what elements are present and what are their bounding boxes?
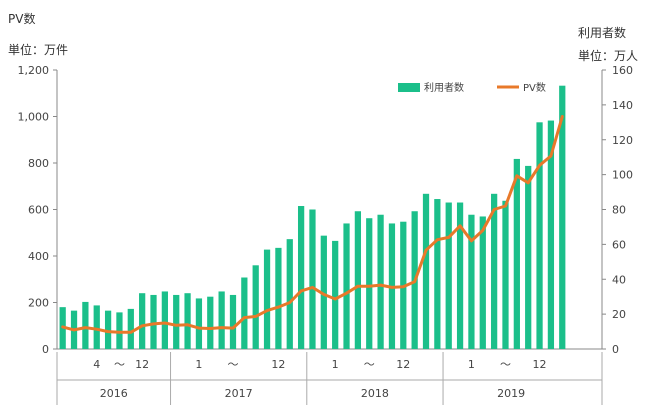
bar-2018-11	[445, 202, 452, 349]
x-tick-label: ～	[114, 358, 125, 371]
year-label-2019: 2019	[497, 387, 525, 400]
left-axis-title: PV数	[8, 12, 36, 26]
bar-2017-10	[297, 206, 305, 349]
bar-2018-05	[377, 214, 384, 349]
bar-2016-04	[93, 305, 100, 349]
right-tick-label: 120	[612, 134, 633, 147]
bar-2017-05	[241, 277, 248, 349]
legend-label-users: 利用者数	[424, 81, 464, 94]
bar-2016-08	[139, 293, 146, 349]
right-tick-label: 20	[612, 308, 626, 321]
bar-2017-12	[320, 235, 327, 349]
bar-2019-08	[547, 120, 555, 349]
left-tick-label: 1,200	[18, 64, 50, 77]
bar-2018-01	[332, 240, 339, 349]
bar-2018-03	[354, 211, 362, 349]
bar-2018-10	[434, 199, 441, 349]
bar-2017-03	[218, 291, 225, 349]
x-tick-label: 1	[195, 358, 202, 371]
bar-2017-09	[286, 239, 293, 349]
left-tick-label: 600	[28, 204, 49, 217]
left-tick-label: 400	[28, 250, 49, 263]
bar-2019-09	[559, 85, 566, 349]
bar-2018-02	[343, 223, 350, 349]
x-tick-label: ～	[227, 358, 238, 371]
x-tick-label: 12	[533, 358, 547, 371]
bar-2017-04	[229, 294, 237, 349]
bar-2018-09	[422, 193, 430, 349]
right-tick-label: 140	[612, 99, 633, 112]
bar-2016-11	[173, 294, 180, 349]
pv-line	[61, 115, 564, 334]
bar-2016-12	[184, 293, 191, 349]
left-tick-label: 1,000	[18, 111, 50, 124]
left-tick-label: 800	[28, 157, 49, 170]
right-axis-title: 利用者数	[578, 26, 627, 40]
right-tick-label: 0	[612, 343, 619, 356]
right-tick-label: 40	[612, 273, 626, 286]
bar-2017-06	[252, 265, 259, 349]
bar-2019-04	[502, 200, 509, 349]
left-tick-label: 0	[42, 343, 49, 356]
x-tick-label: 1	[332, 358, 339, 371]
bar-2017-11	[309, 209, 316, 349]
bar-2019-03	[491, 193, 498, 349]
x-tick-label: ～	[500, 358, 511, 371]
bar-2017-08	[275, 247, 282, 349]
x-tick-label: ～	[364, 358, 375, 371]
x-tick-label: 1	[468, 358, 475, 371]
bar-2017-02	[207, 296, 214, 349]
bar-2019-05	[513, 158, 520, 349]
bar-2018-04	[366, 218, 373, 349]
bar-2016-05	[104, 310, 112, 349]
right-tick-label: 160	[612, 64, 633, 77]
bar-2019-01	[468, 214, 475, 349]
bar-2019-02	[479, 216, 486, 349]
right-tick-label: 100	[612, 169, 633, 182]
bar-2016-03	[82, 301, 89, 349]
x-tick-label: 12	[271, 358, 285, 371]
bar-2018-12	[456, 202, 464, 349]
bar-2019-06	[525, 165, 532, 349]
year-label-2017: 2017	[225, 387, 253, 400]
bar-2019-07	[536, 122, 543, 349]
legend-swatch-users	[398, 83, 420, 92]
bar-2016-10	[161, 291, 168, 349]
year-label-2018: 2018	[361, 387, 389, 400]
left-axis-unit: 単位：万件	[8, 43, 69, 57]
left-tick-label: 200	[28, 297, 49, 310]
bar-2016-06	[116, 312, 123, 349]
right-axis-unit: 単位：万人	[578, 49, 639, 63]
right-tick-label: 60	[612, 238, 626, 251]
bar-2016-09	[150, 294, 157, 349]
bar-2017-01	[195, 298, 203, 349]
bar-2017-07	[263, 249, 271, 349]
x-tick-label: 12	[135, 358, 149, 371]
x-tick-label: 12	[396, 358, 410, 371]
bar-2016-07	[127, 308, 134, 349]
x-tick-label: 4	[93, 358, 100, 371]
legend-label-pv: PV数	[523, 81, 546, 94]
year-label-2016: 2016	[100, 387, 128, 400]
right-tick-label: 80	[612, 204, 626, 217]
